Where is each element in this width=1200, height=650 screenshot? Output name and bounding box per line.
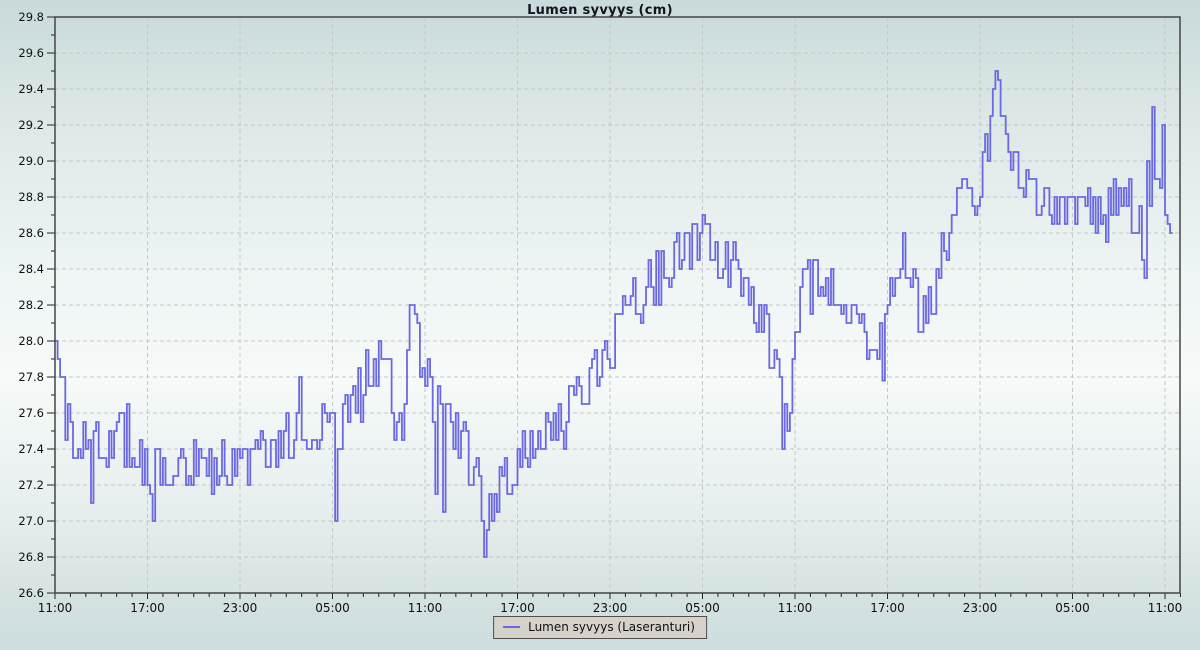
- y-tick-label: 29.6: [18, 46, 44, 60]
- y-tick-label: 26.6: [18, 586, 44, 600]
- y-tick-label: 28.4: [18, 262, 44, 276]
- legend-label: Lumen syvyys (Laseranturi): [528, 620, 695, 634]
- y-tick-label: 29.8: [18, 10, 44, 24]
- y-tick-label: 27.2: [18, 478, 44, 492]
- y-tick-label: 28.6: [18, 226, 44, 240]
- axis-ticks: [47, 16, 1181, 599]
- x-tick-label: 11:00: [38, 601, 73, 615]
- grid-lines: [55, 16, 1180, 593]
- x-tick-label: 11:00: [778, 601, 813, 615]
- series-line-lumen-syvyys: [55, 70, 1173, 558]
- y-tick-label: 28.8: [18, 190, 44, 204]
- y-tick-label: 26.8: [18, 550, 44, 564]
- x-tick-label: 17:00: [870, 601, 905, 615]
- x-tick-label: 05:00: [685, 601, 720, 615]
- y-tick-label: 27.6: [18, 406, 44, 420]
- x-tick-label: 05:00: [315, 601, 350, 615]
- x-tick-label: 17:00: [130, 601, 165, 615]
- chart-legend: Lumen syvyys (Laseranturi): [493, 616, 707, 639]
- plot-border: [54, 16, 1181, 594]
- axis-labels: 26.6 26.8 27.0 27.2 27.4 27.6 27.8 28.0 28.2 28.4…: [18, 10, 1182, 615]
- y-tick-label: 27.0: [18, 514, 44, 528]
- y-tick-label: 29.2: [18, 118, 44, 132]
- y-tick-label: 27.4: [18, 442, 44, 456]
- x-tick-label: 05:00: [1055, 601, 1090, 615]
- x-tick-label: 23:00: [963, 601, 998, 615]
- y-tick-label: 28.2: [18, 298, 44, 312]
- y-tick-label: 28.0: [18, 334, 44, 348]
- y-tick-label: 29.4: [18, 82, 44, 96]
- y-tick-label: 29.0: [18, 154, 44, 168]
- legend-line-swatch: [503, 626, 521, 628]
- y-tick-label: 27.8: [18, 370, 44, 384]
- x-tick-label: 11:00: [408, 601, 443, 615]
- x-tick-label: 23:00: [593, 601, 628, 615]
- x-tick-label: 17:00: [500, 601, 535, 615]
- x-tick-label: 23:00: [223, 601, 258, 615]
- x-tick-label: 11:00: [1148, 601, 1183, 615]
- chart-title: Lumen syvyys (cm): [527, 3, 673, 18]
